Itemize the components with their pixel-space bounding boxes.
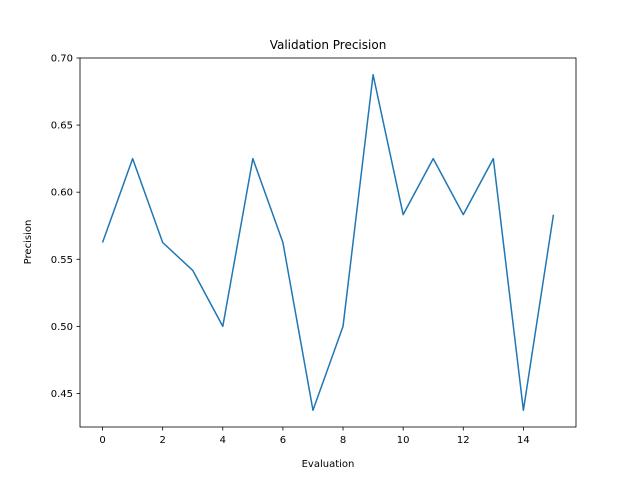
x-tick-label: 8 [340,435,346,446]
x-tick-label: 12 [457,435,470,446]
x-axis-title: Evaluation [302,459,355,470]
y-tick-label: 0.55 [51,255,73,266]
series-line-0 [101,74,555,411]
y-tick-label: 0.60 [51,188,73,199]
x-tick-label: 0 [99,435,105,446]
y-tick-label: 0.45 [51,389,73,400]
x-tick-label: 4 [220,435,226,446]
y-tick-label: 0.50 [51,322,73,333]
x-tick-label: 6 [280,435,286,446]
x-tick-label: 14 [517,435,530,446]
plot-area: 0 2 4 6 8 10 12 14 0.45 0.50 0.55 0.60 0.65 0.70 [51,54,577,446]
y-tick-label: 0.70 [51,54,73,65]
x-tick-label: 10 [397,435,410,446]
y-axis-title: Precision [23,220,34,265]
x-tick-label: 2 [159,435,165,446]
chart-title: Validation Precision [270,38,387,52]
axes-frame [79,57,577,428]
y-tick-label: 0.65 [51,121,73,132]
